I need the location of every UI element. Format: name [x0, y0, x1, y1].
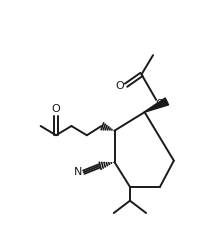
Text: O: O [156, 99, 164, 109]
Text: N: N [73, 167, 82, 177]
Text: O: O [116, 81, 124, 91]
Polygon shape [145, 98, 168, 112]
Text: O: O [51, 104, 60, 114]
